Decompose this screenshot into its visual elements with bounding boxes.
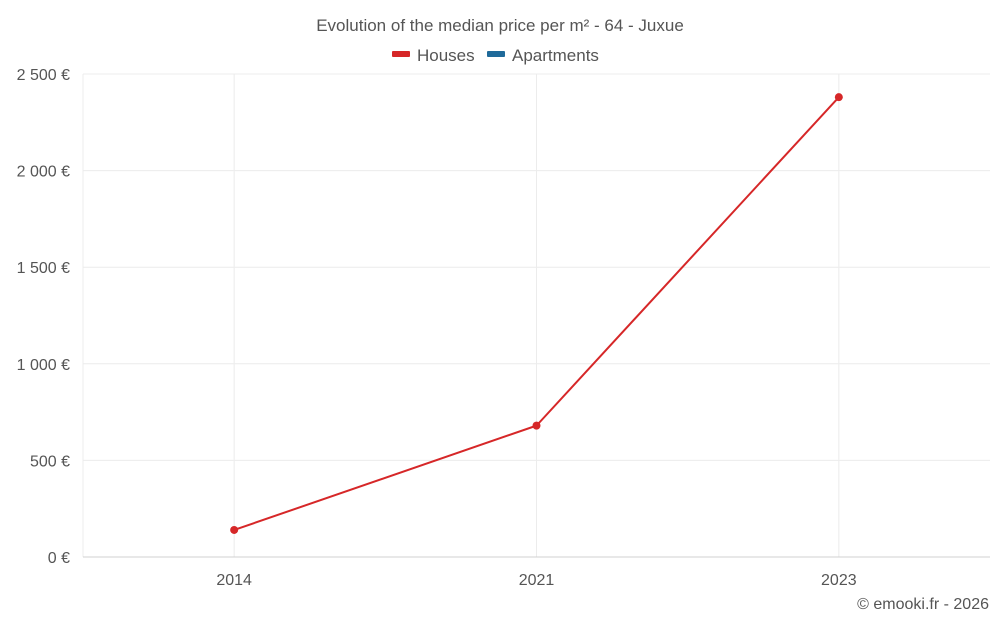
data-point-houses[interactable]: [834, 93, 843, 102]
legend-item-apartments[interactable]: Apartments: [487, 46, 599, 65]
y-tick-label: 0 €: [48, 550, 70, 567]
x-tick-label: 2014: [216, 572, 252, 589]
y-tick-label: 2 000 €: [17, 164, 70, 181]
y-tick-label: 2 500 €: [17, 67, 70, 84]
grid: [82, 73, 990, 557]
x-tick-label: 2023: [821, 572, 857, 589]
x-tick-label: 2021: [519, 572, 555, 589]
legend-label-apartments: Apartments: [512, 46, 599, 65]
legend-swatch-apartments: [487, 51, 505, 57]
y-tick-label: 1 500 €: [17, 260, 70, 277]
y-tick-label: 500 €: [30, 453, 70, 470]
legend-item-houses[interactable]: Houses: [392, 46, 475, 65]
plot-series: [230, 93, 843, 534]
axes: 0 € 500 € 1 000 € 1 500 € 2 000 € 2 500 € 2014…: [17, 67, 990, 589]
legend: Houses Apartments: [392, 46, 599, 65]
legend-swatch-houses: [392, 51, 410, 57]
data-point-houses[interactable]: [532, 421, 541, 430]
chart-title: Evolution of the median price per m² - 6…: [316, 16, 684, 35]
legend-label-houses: Houses: [417, 46, 475, 65]
y-tick-label: 1 000 €: [17, 357, 70, 374]
credit-text: © emooki.fr - 2026: [857, 596, 989, 613]
data-point-houses[interactable]: [230, 525, 239, 534]
